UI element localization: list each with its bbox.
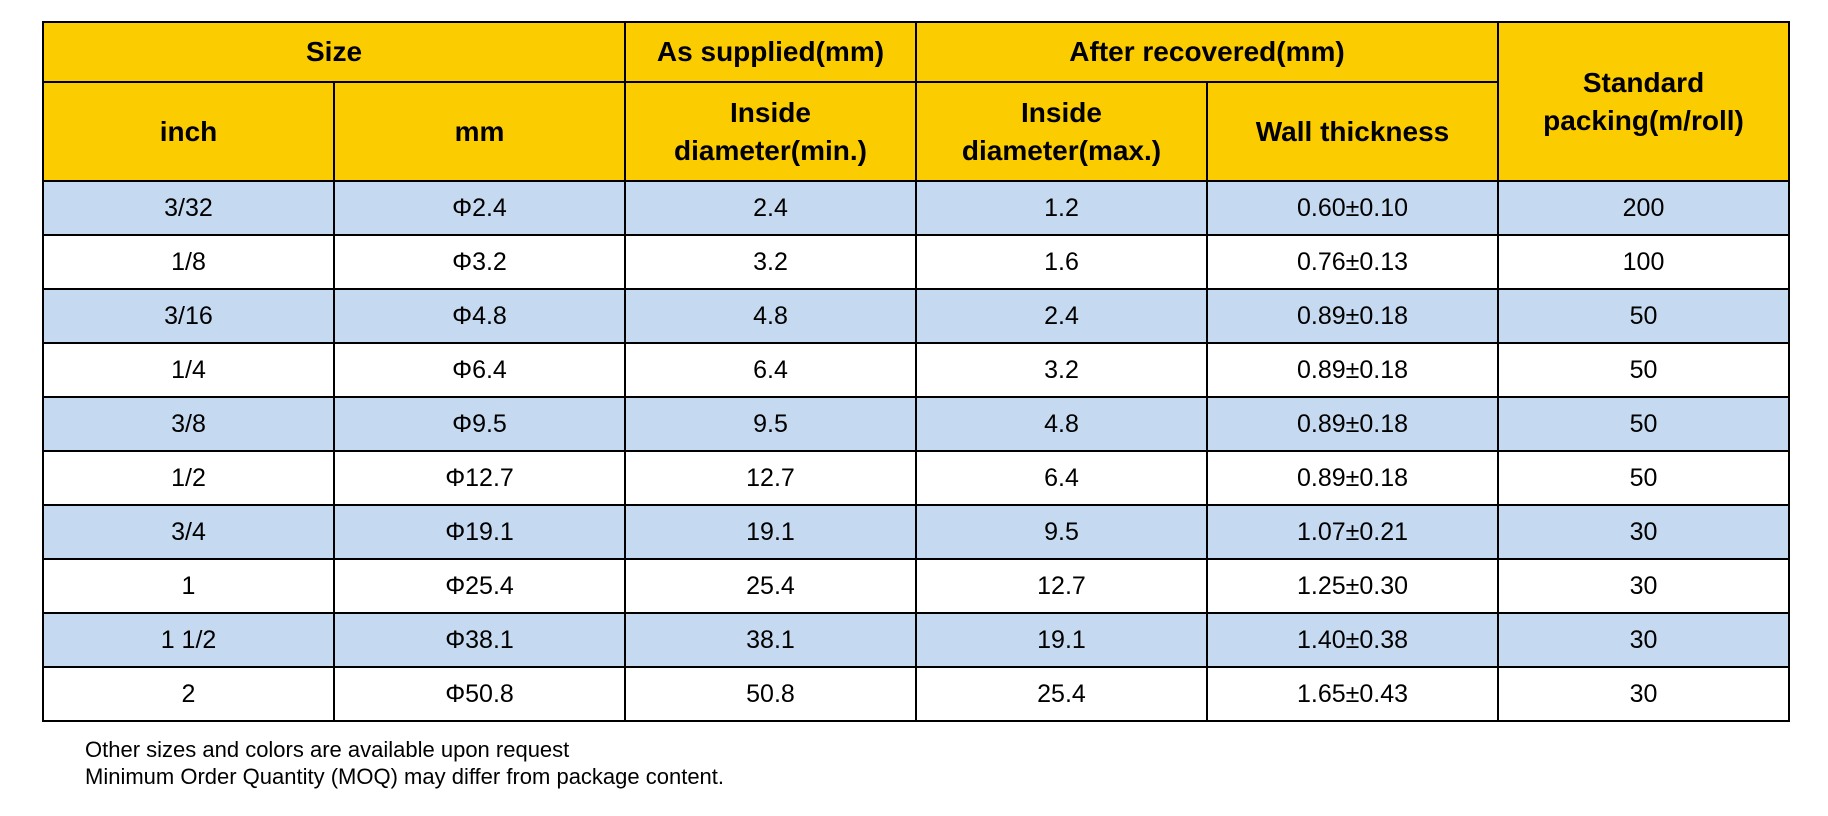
cell-standard-packing: 30 (1497, 666, 1791, 722)
table-row: 1/8 Φ3.2 3.2 1.6 0.76±0.13 100 (42, 234, 1791, 290)
header-row-group: Size As supplied(mm) After recovered(mm)… (42, 21, 1791, 182)
cell-mm: Φ2.4 (333, 180, 626, 236)
table-body: 3/32 Φ2.4 2.4 1.2 0.60±0.10 200 1/8 Φ3.2 3.2 1.6 0… (42, 180, 1791, 722)
cell-wall-thickness: 0.89±0.18 (1205, 342, 1500, 398)
cell-inside-diameter-min: 25.4 (624, 558, 917, 614)
cell-standard-packing: 100 (1497, 234, 1791, 290)
cell-wall-thickness: 1.40±0.38 (1205, 612, 1500, 668)
cell-inch: 1/8 (42, 234, 335, 290)
header-mm: mm (333, 81, 626, 182)
header-wall-thickness: Wall thickness (1205, 81, 1500, 182)
cell-standard-packing: 30 (1497, 504, 1791, 560)
table-header: Size As supplied(mm) After recovered(mm)… (42, 21, 1791, 182)
cell-inside-diameter-max: 9.5 (915, 504, 1208, 560)
cell-inside-diameter-max: 12.7 (915, 558, 1208, 614)
header-size: Size (42, 21, 626, 83)
cell-inside-diameter-min: 6.4 (624, 342, 917, 398)
header-as-supplied: As supplied(mm) (624, 21, 917, 83)
cell-mm: Φ38.1 (333, 612, 626, 668)
cell-wall-thickness: 1.07±0.21 (1205, 504, 1500, 560)
cell-inside-diameter-max: 25.4 (915, 666, 1208, 722)
cell-inside-diameter-min: 50.8 (624, 666, 917, 722)
cell-standard-packing: 50 (1497, 396, 1791, 452)
header-inside-diameter-min: Inside diameter(min.) (624, 81, 917, 182)
cell-standard-packing: 30 (1497, 612, 1791, 668)
cell-inside-diameter-min: 3.2 (624, 234, 917, 290)
header-inside-diameter-max: Inside diameter(max.) (915, 81, 1208, 182)
cell-inside-diameter-max: 1.2 (915, 180, 1208, 236)
table-row: 1/4 Φ6.4 6.4 3.2 0.89±0.18 50 (42, 342, 1791, 398)
cell-inside-diameter-min: 9.5 (624, 396, 917, 452)
table-row: 3/8 Φ9.5 9.5 4.8 0.89±0.18 50 (42, 396, 1791, 452)
cell-inch: 3/32 (42, 180, 335, 236)
cell-wall-thickness: 0.76±0.13 (1205, 234, 1500, 290)
cell-inch: 1/2 (42, 450, 335, 506)
header-standard-packing: Standard packing(m/roll) (1497, 21, 1791, 182)
cell-standard-packing: 50 (1497, 288, 1791, 344)
cell-inside-diameter-min: 4.8 (624, 288, 917, 344)
cell-mm: Φ9.5 (333, 396, 626, 452)
spec-table: Size As supplied(mm) After recovered(mm)… (42, 21, 1791, 722)
cell-mm: Φ4.8 (333, 288, 626, 344)
table-row: 1/2 Φ12.7 12.7 6.4 0.89±0.18 50 (42, 450, 1791, 506)
table-row: 1 Φ25.4 25.4 12.7 1.25±0.30 30 (42, 558, 1791, 614)
cell-mm: Φ6.4 (333, 342, 626, 398)
cell-mm: Φ50.8 (333, 666, 626, 722)
cell-inch: 1 1/2 (42, 612, 335, 668)
cell-wall-thickness: 0.89±0.18 (1205, 450, 1500, 506)
cell-inch: 1 (42, 558, 335, 614)
cell-inside-diameter-min: 19.1 (624, 504, 917, 560)
cell-inside-diameter-max: 19.1 (915, 612, 1208, 668)
table-row: 3/32 Φ2.4 2.4 1.2 0.60±0.10 200 (42, 180, 1791, 236)
cell-inch: 2 (42, 666, 335, 722)
cell-mm: Φ25.4 (333, 558, 626, 614)
cell-standard-packing: 50 (1497, 342, 1791, 398)
table-row: 1 1/2 Φ38.1 38.1 19.1 1.40±0.38 30 (42, 612, 1791, 668)
header-inch: inch (42, 81, 335, 182)
cell-inside-diameter-max: 4.8 (915, 396, 1208, 452)
table-row: 2 Φ50.8 50.8 25.4 1.65±0.43 30 (42, 666, 1791, 722)
table-row: 3/4 Φ19.1 19.1 9.5 1.07±0.21 30 (42, 504, 1791, 560)
header-after-recovered: After recovered(mm) (914, 21, 1500, 83)
header-row-sub: inch mm Inside diameter(min.) Inside dia… (42, 81, 1789, 182)
cell-mm: Φ3.2 (333, 234, 626, 290)
cell-inside-diameter-max: 2.4 (915, 288, 1208, 344)
cell-inside-diameter-min: 12.7 (624, 450, 917, 506)
cell-wall-thickness: 0.89±0.18 (1205, 288, 1500, 344)
cell-inch: 3/8 (42, 396, 335, 452)
footnote-sizes-colors: Other sizes and colors are available upo… (85, 737, 570, 762)
cell-standard-packing: 200 (1497, 180, 1791, 236)
cell-inch: 3/16 (42, 288, 335, 344)
cell-wall-thickness: 1.25±0.30 (1205, 558, 1500, 614)
cell-wall-thickness: 0.89±0.18 (1205, 396, 1500, 452)
cell-wall-thickness: 0.60±0.10 (1205, 180, 1500, 236)
cell-inside-diameter-min: 38.1 (624, 612, 917, 668)
cell-mm: Φ19.1 (333, 504, 626, 560)
cell-standard-packing: 30 (1497, 558, 1791, 614)
cell-inside-diameter-min: 2.4 (624, 180, 917, 236)
cell-wall-thickness: 1.65±0.43 (1205, 666, 1500, 722)
footnotes: Other sizes and colors are available upo… (85, 736, 724, 790)
cell-mm: Φ12.7 (333, 450, 626, 506)
cell-inside-diameter-max: 6.4 (915, 450, 1208, 506)
cell-standard-packing: 50 (1497, 450, 1791, 506)
cell-inch: 3/4 (42, 504, 335, 560)
cell-inside-diameter-max: 3.2 (915, 342, 1208, 398)
table-row: 3/16 Φ4.8 4.8 2.4 0.89±0.18 50 (42, 288, 1791, 344)
footnote-moq: Minimum Order Quantity (MOQ) may differ … (85, 764, 725, 789)
cell-inch: 1/4 (42, 342, 335, 398)
cell-inside-diameter-max: 1.6 (915, 234, 1208, 290)
